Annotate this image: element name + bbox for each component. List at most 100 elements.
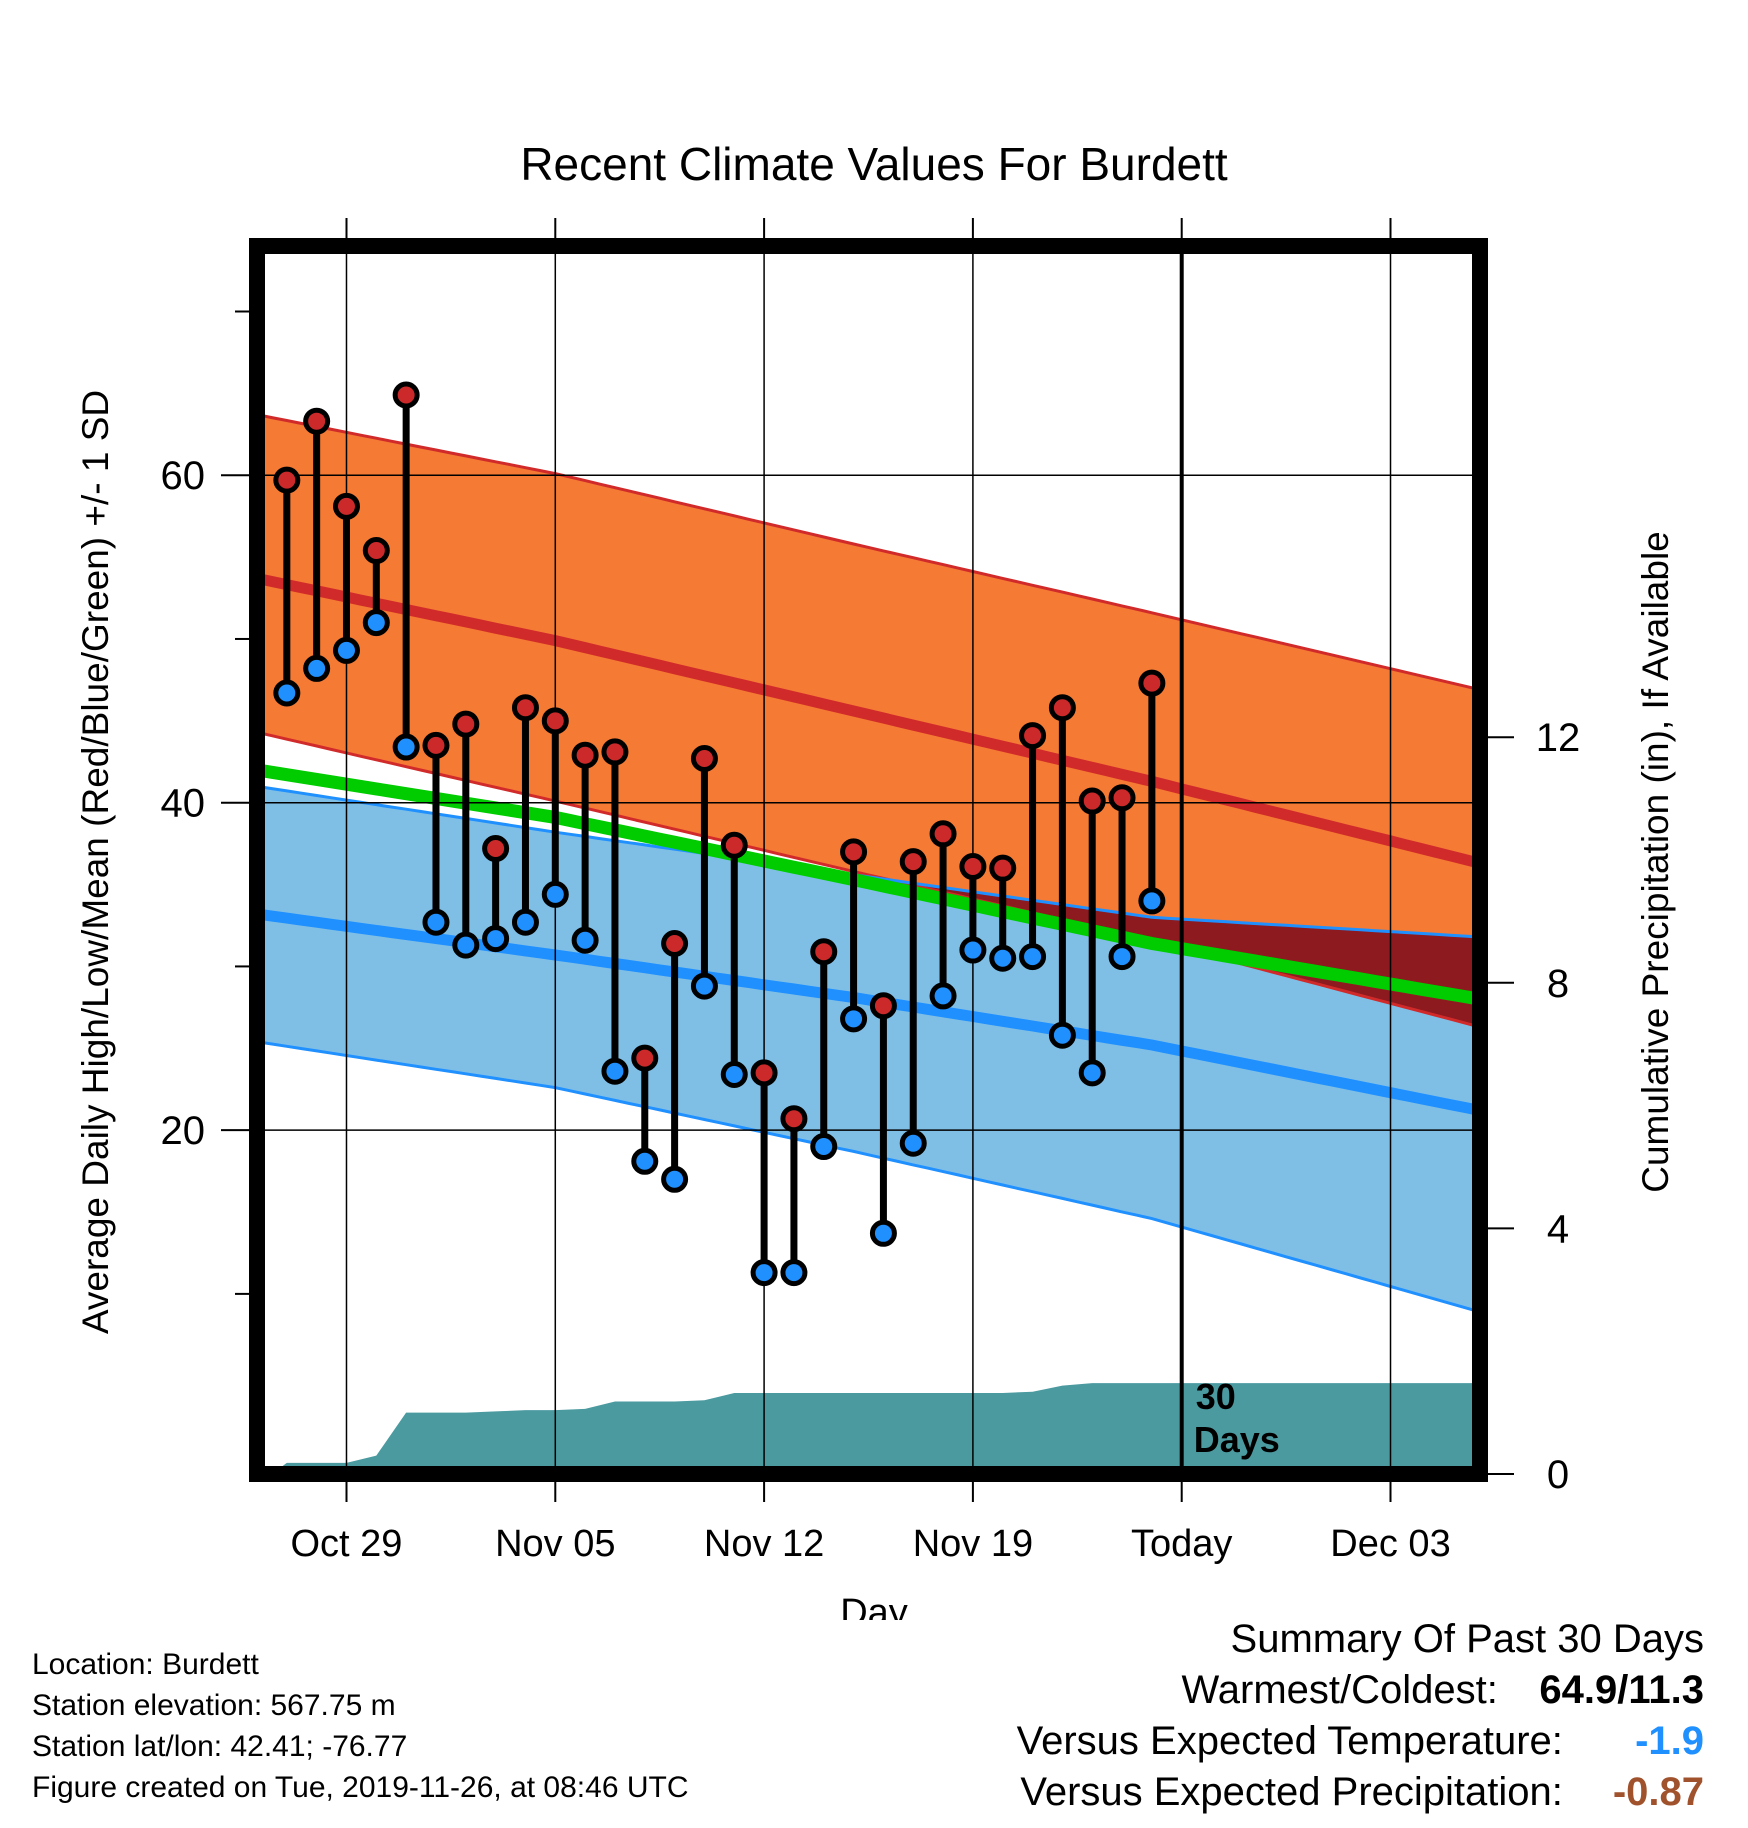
y-tick-label: 40	[161, 782, 206, 826]
high-temp-point	[631, 1044, 659, 1072]
precip-value: -0.87	[1612, 1770, 1704, 1814]
low-temp-point	[631, 1147, 659, 1175]
high-temp-point	[1048, 694, 1076, 722]
high-temp-point	[1108, 784, 1136, 812]
high-temp-point	[362, 537, 390, 565]
today-label-line1: 30	[1196, 1376, 1236, 1417]
x-tick-label: Nov 19	[913, 1523, 1033, 1565]
high-temp-point	[1078, 787, 1106, 815]
y2-tick-label: 4	[1547, 1207, 1569, 1251]
high-temp-point	[959, 853, 987, 881]
high-sd-band	[257, 414, 1480, 1028]
latlon-text: Station lat/lon: 42.41; -76.77	[32, 1730, 408, 1763]
low-temp-point	[1078, 1059, 1106, 1087]
temp-value: -1.9	[1635, 1719, 1704, 1763]
summary-precip-row: Versus Expected Precipitation: -0.87	[804, 1767, 1704, 1818]
climate-chart: Recent Climate Values For Burdett 30Days…	[75, 138, 1676, 1620]
y-axis-label: Average Daily High/Low/Mean (Red/Blue/Gr…	[75, 390, 116, 1334]
low-temp-point	[1138, 887, 1166, 915]
low-temp-point	[869, 1219, 897, 1247]
high-temp-point	[601, 738, 629, 766]
x-tick-label: Oct 29	[291, 1523, 403, 1565]
high-temp-point	[422, 731, 450, 759]
high-temp-point	[720, 831, 748, 859]
chart-title: Recent Climate Values For Burdett	[520, 138, 1228, 190]
high-temp-point	[869, 992, 897, 1020]
low-temp-point	[810, 1133, 838, 1161]
high-temp-point	[810, 938, 838, 966]
x-tick-label: Nov 12	[704, 1523, 824, 1565]
today-label-line2: Days	[1194, 1419, 1280, 1460]
high-temp-point	[661, 930, 689, 958]
y2-tick-label: 12	[1536, 716, 1581, 760]
high-normal-line	[257, 573, 1480, 869]
low-temp-point	[959, 936, 987, 964]
summary-title: Summary Of Past 30 Days	[1230, 1617, 1704, 1661]
low-temp-point	[899, 1129, 927, 1157]
plot-frame	[249, 238, 1488, 1482]
low-temp-point	[840, 1005, 868, 1033]
high-temp-point	[1138, 669, 1166, 697]
low-temp-point	[422, 908, 450, 936]
precipitation-area	[271, 1383, 1480, 1474]
low-temp-point	[332, 636, 360, 664]
elevation-text: Station elevation: 567.75 m	[32, 1689, 396, 1722]
high-temp-point	[750, 1059, 778, 1087]
low-temp-point	[780, 1259, 808, 1287]
high-temp-point	[273, 466, 301, 494]
warmest-value: 64.9/11.3	[1539, 1668, 1704, 1712]
high-temp-point	[690, 744, 718, 772]
low-lower-sd-line	[257, 1040, 1480, 1314]
high-temp-point	[899, 848, 927, 876]
high-temp-point	[1019, 722, 1047, 750]
high-temp-point	[392, 381, 420, 409]
low-temp-point	[601, 1057, 629, 1085]
high-temp-point	[511, 694, 539, 722]
high-temp-point	[332, 492, 360, 520]
low-temp-point	[362, 609, 390, 637]
low-temp-point	[720, 1060, 748, 1088]
x-tick-label: Nov 05	[495, 1523, 615, 1565]
high-temp-point	[840, 838, 868, 866]
y2-axis-label: Cumulative Precipitation (in), If Availa…	[1635, 531, 1676, 1193]
low-temp-point	[273, 679, 301, 707]
temp-label: Versus Expected Temperature:	[1016, 1719, 1563, 1763]
low-temp-point	[541, 880, 569, 908]
low-temp-point	[1108, 943, 1136, 971]
x-tick-label: Dec 03	[1330, 1523, 1450, 1565]
sd-overlap-band	[898, 881, 1480, 1027]
summary-temp-row: Versus Expected Temperature: -1.9	[804, 1716, 1704, 1767]
y2-tick-label: 8	[1547, 962, 1569, 1006]
high-temp-point	[989, 854, 1017, 882]
precip-label: Versus Expected Precipitation:	[1020, 1770, 1563, 1814]
y-tick-label: 60	[161, 454, 206, 498]
low-temp-point	[929, 982, 957, 1010]
high-temp-point	[541, 707, 569, 735]
y-tick-label: 20	[161, 1109, 206, 1153]
low-temp-point	[571, 926, 599, 954]
x-tick-label: Today	[1131, 1523, 1232, 1565]
high-temp-point	[929, 820, 957, 848]
low-temp-point	[1048, 1021, 1076, 1049]
low-temp-point	[452, 931, 480, 959]
high-temp-point	[452, 710, 480, 738]
low-temp-point	[989, 944, 1017, 972]
station-info: Location: Burdett Station elevation: 567…	[32, 1644, 689, 1808]
high-temp-point	[780, 1105, 808, 1133]
low-temp-point	[661, 1165, 689, 1193]
high-lower-sd-line	[257, 730, 1480, 1029]
low-temp-point	[690, 972, 718, 1000]
high-temp-point	[482, 835, 510, 863]
y2-tick-label: 0	[1547, 1453, 1569, 1497]
x-axis-label: Day	[840, 1592, 908, 1620]
warmest-label: Warmest/Coldest:	[1181, 1668, 1498, 1712]
high-upper-sd-line	[257, 413, 1480, 692]
low-temp-point	[482, 925, 510, 953]
low-temp-point	[392, 733, 420, 761]
plot-clipped-group	[257, 246, 1480, 1474]
location-text: Location: Burdett	[32, 1648, 259, 1681]
high-temp-point	[303, 407, 331, 435]
low-temp-point	[750, 1259, 778, 1287]
low-temp-point	[303, 654, 331, 682]
low-sd-band	[257, 786, 1480, 1312]
